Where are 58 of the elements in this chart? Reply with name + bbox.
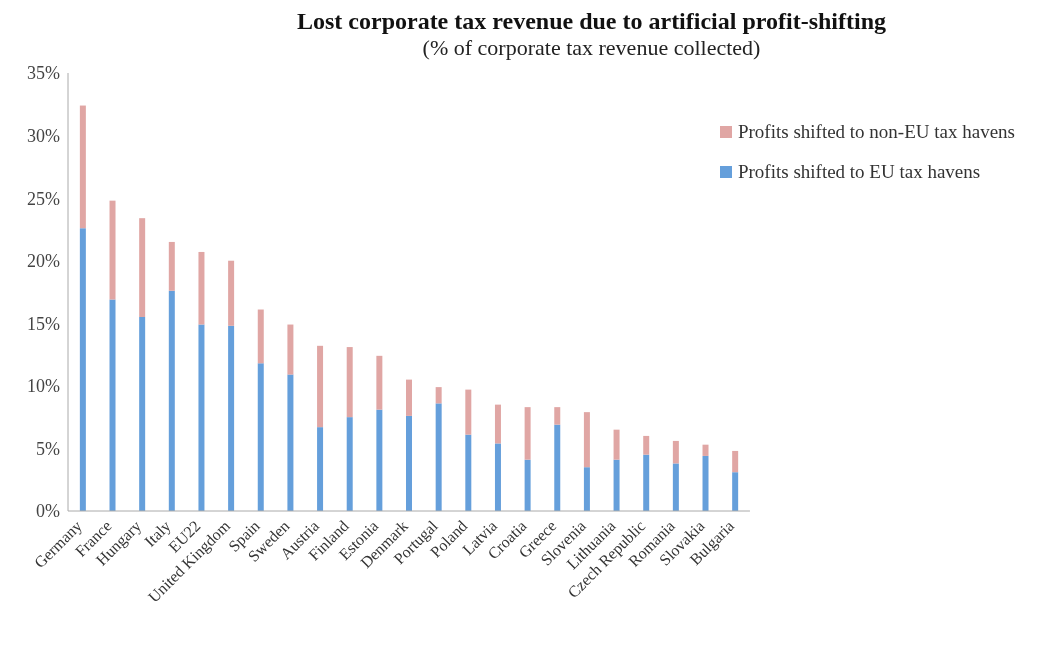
bar (465, 434, 472, 511)
bar (317, 427, 324, 511)
bar (168, 241, 175, 291)
bar (139, 317, 146, 511)
bar (79, 228, 86, 511)
y-tick-label: 0% (36, 501, 60, 522)
y-tick-label: 30% (27, 125, 60, 146)
chart-subtitle: (% of corporate tax revenue collected) (421, 35, 762, 61)
bar (583, 412, 590, 468)
bar (139, 218, 146, 318)
bar (346, 347, 353, 418)
bar (257, 363, 264, 511)
bar (465, 389, 472, 435)
bar (583, 467, 590, 511)
bar (198, 251, 205, 325)
bar (643, 435, 650, 455)
bar (376, 409, 383, 511)
bar (435, 403, 442, 511)
y-tick-label: 35% (27, 63, 60, 84)
bar (672, 463, 679, 511)
y-tick-label: 5% (36, 438, 60, 459)
y-tick-label: 15% (27, 313, 60, 334)
bar (376, 355, 383, 410)
bar (435, 387, 442, 404)
bar (406, 379, 413, 416)
bar (524, 459, 531, 511)
bar (198, 324, 205, 511)
bar (287, 324, 294, 375)
bar (702, 455, 709, 511)
chart-title: Lost corporate tax revenue due to artificial profit-shifting (296, 8, 887, 35)
bar (346, 417, 353, 511)
bar (168, 290, 175, 511)
legend-label: Profits shifted to EU tax havens (737, 161, 981, 183)
y-tick-label: 25% (27, 188, 60, 209)
bar (287, 374, 294, 511)
bar (613, 459, 620, 511)
bar (554, 424, 561, 511)
bar (406, 415, 413, 511)
bar (79, 105, 86, 229)
bar (109, 299, 116, 511)
bar (732, 450, 739, 473)
bar (732, 472, 739, 511)
bar (494, 443, 501, 511)
y-tick-label: 10% (27, 376, 60, 397)
bar (228, 260, 235, 326)
bar (672, 440, 679, 464)
bar (494, 404, 501, 444)
bar (613, 429, 620, 460)
legend-label: Profits shifted to non-EU tax havens (737, 121, 1015, 143)
y-tick-label: 20% (27, 251, 60, 272)
bar (643, 454, 650, 511)
bar (317, 345, 324, 428)
bar (257, 309, 264, 364)
bar (228, 325, 235, 511)
bar (702, 444, 709, 456)
bar (109, 200, 116, 300)
bar (554, 407, 561, 425)
bar (524, 407, 531, 460)
